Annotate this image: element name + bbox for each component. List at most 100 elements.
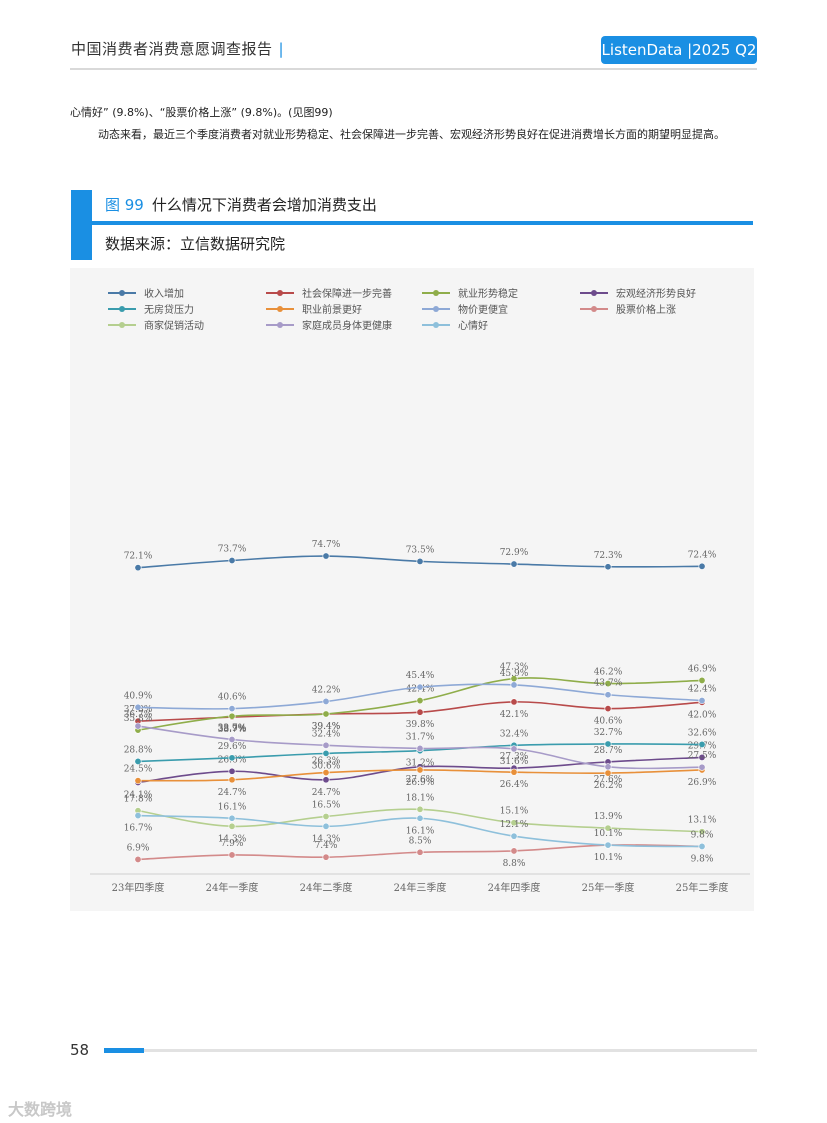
data-label: 33.7% [218, 723, 247, 733]
data-label: 46.2% [594, 668, 623, 678]
series-group: 6.9% 7.9% 7.4% 8.5% 8.8% 10.1% 9.8% [127, 836, 714, 869]
data-label: 27.5% [688, 751, 717, 761]
series-group: 36.7% 33.7% 32.4% 31.7% 31.6% 27.6% 27.5% [124, 710, 717, 785]
data-point [228, 822, 236, 830]
x-tick-label: 24年一季度 [206, 881, 259, 894]
data-point [604, 763, 612, 771]
page-number: 58 [70, 1041, 90, 1059]
data-point [698, 697, 706, 705]
header-divider [70, 68, 757, 70]
data-label: 26.9% [688, 778, 717, 788]
data-point [228, 754, 236, 762]
series-group: 28.8% 29.6% 30.6% 31.2% 32.4% 32.7% 32.6% [124, 728, 717, 771]
data-point [604, 824, 612, 832]
data-point [698, 828, 706, 836]
data-point [322, 822, 330, 830]
data-label: 45.9% [500, 669, 529, 679]
data-label: 43.7% [594, 679, 623, 689]
data-point [322, 776, 330, 784]
data-point [698, 562, 706, 570]
data-label: 42.4% [688, 685, 717, 695]
data-point [228, 776, 236, 784]
data-label: 26.9% [406, 778, 435, 788]
data-label: 24.7% [218, 788, 247, 798]
data-point [134, 777, 142, 785]
data-label: 36.7% [124, 710, 153, 720]
legend-swatch-dot [119, 306, 125, 312]
data-label: 39.4% [312, 722, 341, 732]
data-label: 13.9% [594, 812, 623, 822]
legend-swatch-dot [433, 306, 439, 312]
data-point [416, 805, 424, 813]
data-label: 26.2% [594, 781, 623, 791]
data-label: 7.4% [315, 841, 338, 851]
data-label: 6.9% [127, 843, 150, 853]
data-point [510, 847, 518, 855]
data-point [322, 552, 330, 560]
data-label: 32.4% [312, 729, 341, 739]
footer-accent [104, 1048, 144, 1053]
x-tick-label: 24年四季度 [488, 881, 541, 894]
x-tick-label: 24年二季度 [300, 881, 353, 894]
data-point [134, 703, 142, 711]
data-point [416, 814, 424, 822]
data-label: 12.1% [500, 820, 529, 830]
data-label: 31.2% [406, 759, 435, 769]
data-label: 9.8% [691, 830, 714, 840]
footer-rule [104, 1049, 757, 1052]
data-point [322, 812, 330, 820]
legend-swatch-dot [591, 306, 597, 312]
data-point [322, 741, 330, 749]
data-point [228, 712, 236, 720]
data-label: 16.1% [406, 826, 435, 836]
figure-rule [92, 221, 753, 225]
data-point [698, 753, 706, 761]
data-label: 26.4% [500, 780, 529, 790]
data-point [416, 744, 424, 752]
data-label: 72.1% [124, 552, 153, 562]
data-label: 28.7% [594, 746, 623, 756]
title-divider: | [278, 40, 285, 58]
data-point [416, 683, 424, 691]
data-label: 18.1% [406, 793, 435, 803]
series-group: 16.7% 16.1% 14.3% 16.1% 12.1% 10.1% 9.8% [124, 802, 714, 850]
data-point [134, 812, 142, 820]
legend-label: 宏观经济形势良好 [616, 287, 696, 300]
legend-swatch-dot [277, 290, 283, 296]
data-label: 27.6% [406, 775, 435, 785]
series-group: 72.1% 73.7% 74.7% 73.5% 72.9% 72.3% 72.4% [124, 540, 717, 572]
data-label: 8.5% [409, 836, 432, 846]
data-label: 38.9% [218, 724, 247, 734]
data-label: 31.7% [406, 732, 435, 742]
figure-title: 图 99 什么情况下消费者会增加消费支出 [105, 194, 377, 215]
data-point [134, 855, 142, 863]
data-point [416, 697, 424, 705]
data-point [416, 848, 424, 856]
data-point [228, 767, 236, 775]
data-label: 28.8% [124, 745, 153, 755]
data-point [698, 740, 706, 748]
x-tick-label: 23年四季度 [112, 881, 165, 894]
data-label: 45.4% [406, 671, 435, 681]
data-label: 32.4% [500, 729, 529, 739]
data-label: 72.9% [500, 548, 529, 558]
data-point [510, 681, 518, 689]
data-point [698, 842, 706, 850]
data-label: 10.1% [594, 853, 623, 863]
data-point [510, 832, 518, 840]
data-point [698, 763, 706, 771]
body-paragraph-2: 动态来看，最近三个季度消费者对就业形势稳定、社会保障进一步完善、宏观经济形势良好… [70, 124, 760, 146]
data-label: 35.8% [124, 714, 153, 724]
data-label: 31.6% [500, 757, 529, 767]
data-label: 8.8% [503, 859, 526, 869]
data-label: 14.3% [218, 834, 247, 844]
data-label: 46.9% [688, 664, 717, 674]
data-label: 73.5% [406, 545, 435, 555]
data-label: 47.3% [500, 663, 529, 673]
data-label: 24.5% [124, 765, 153, 775]
data-label: 10.1% [594, 829, 623, 839]
data-label: 42.2% [312, 685, 341, 695]
legend-label: 职业前景更好 [302, 303, 362, 316]
series-group: 24.5% 24.7% 26.3% 26.9% 26.4% 26.2% 26.9% [124, 757, 717, 798]
